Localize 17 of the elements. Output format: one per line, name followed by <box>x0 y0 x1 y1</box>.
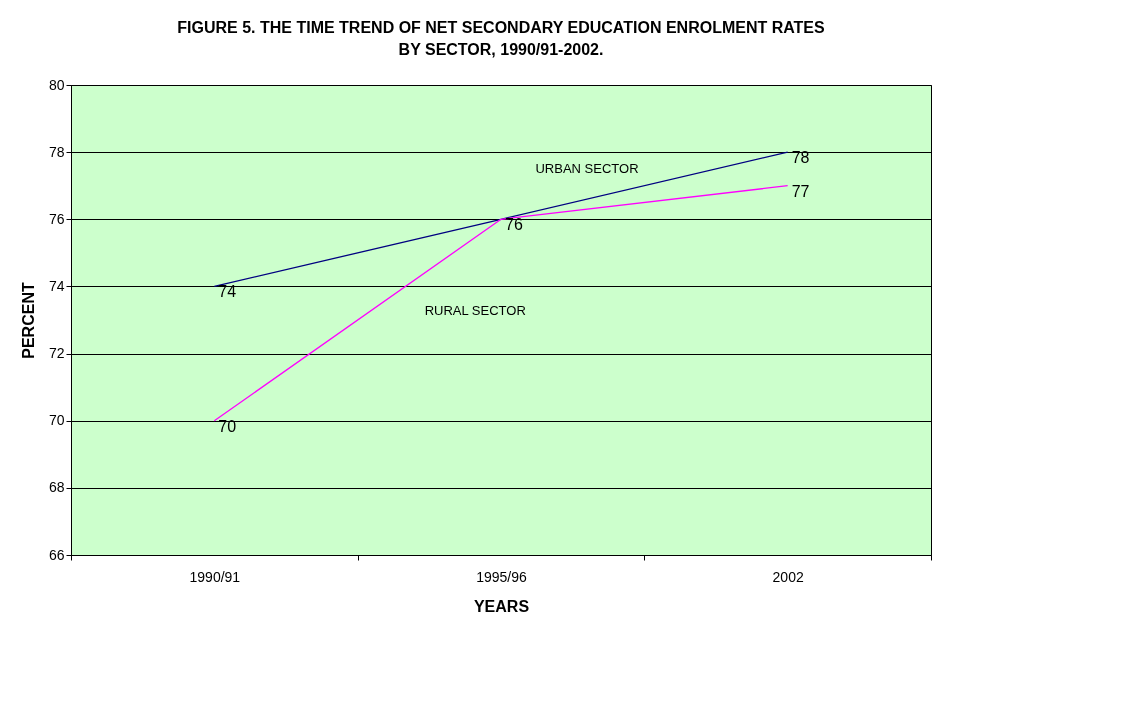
y-tick-label: 66 <box>48 546 65 563</box>
y-tick-label: 68 <box>48 479 65 496</box>
y-axis-title: PERCENT <box>19 282 37 359</box>
series-label: RURAL SECTOR <box>424 303 526 319</box>
y-tick-label: 70 <box>48 412 65 429</box>
y-tick-label: 80 <box>48 76 65 93</box>
x-axis-title: YEARS <box>473 597 530 615</box>
y-tick-label: 78 <box>48 143 65 160</box>
y-tick-label: 76 <box>48 210 65 227</box>
y-tick-label: 72 <box>48 345 65 362</box>
x-tick-label: 1995/96 <box>476 568 528 585</box>
chart-title: FIGURE 5. THE TIME TREND OF NET SECONDARY EDUCATION ENROLMENT RATES BY SECTOR, 1990/91-2002. <box>177 19 826 58</box>
series-label: URBAN SECTOR <box>535 160 639 176</box>
x-tick-label: 1990/91 <box>189 568 241 585</box>
y-tick-label: 74 <box>48 277 65 294</box>
x-tick-label: 2002 <box>772 568 804 585</box>
data-label: 77 <box>791 182 810 200</box>
